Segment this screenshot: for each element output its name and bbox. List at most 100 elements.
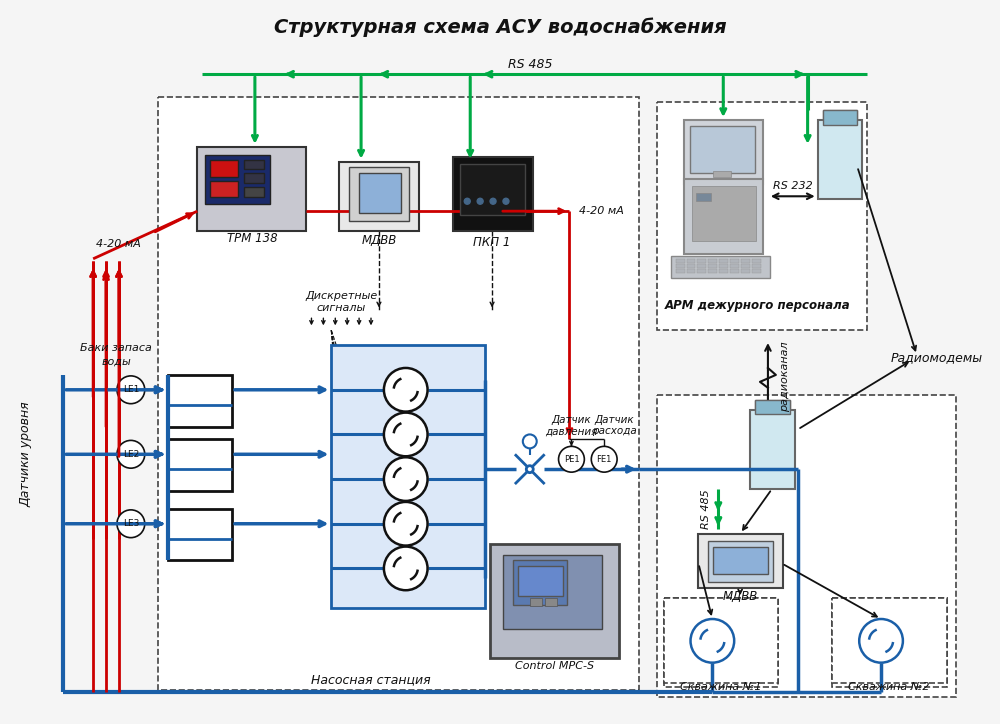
Bar [676,258,685,263]
Bar [719,258,728,263]
Bar [713,172,731,177]
Bar [752,258,761,263]
Bar [671,256,770,277]
Bar [676,269,685,273]
Bar [730,264,739,268]
Bar [244,159,264,169]
Bar [750,410,795,489]
Bar [453,156,533,231]
Circle shape [523,434,537,448]
Circle shape [591,447,617,472]
Text: Радиомодемы: Радиомодемы [891,352,983,364]
Bar [741,258,750,263]
Text: радиоканал: радиоканал [780,342,790,412]
Bar [741,269,750,273]
Text: расхода: расхода [592,426,636,437]
Bar [158,97,639,691]
Bar [657,395,956,697]
Bar [490,544,619,657]
Bar [752,264,761,268]
Bar [690,126,755,174]
Bar [708,269,717,273]
Bar [697,269,706,273]
Text: Датчики уровня: Датчики уровня [19,402,32,507]
Bar [818,120,862,199]
Circle shape [117,510,145,538]
Bar [708,258,717,263]
Bar [719,269,728,273]
Text: Control MPC-S: Control MPC-S [515,661,594,670]
Bar [460,164,525,215]
Circle shape [384,502,428,546]
Text: 4-20 мА: 4-20 мА [96,239,140,249]
Text: RS 232: RS 232 [773,181,813,191]
Circle shape [117,440,145,468]
Text: давления: давления [545,426,598,437]
Bar [168,439,232,491]
Bar [697,264,706,268]
Bar [664,598,778,688]
Bar [657,102,867,330]
Bar [684,120,763,185]
Text: Датчик: Датчик [552,415,591,424]
Bar [513,560,567,605]
Text: PE1: PE1 [564,455,579,464]
Text: Баки запаса: Баки запаса [80,343,152,353]
Bar [692,186,756,241]
Bar [503,555,602,629]
Circle shape [859,619,903,662]
Bar [197,147,306,231]
Bar [676,264,685,268]
Text: АРМ дежурного персонала: АРМ дежурного персонала [665,299,851,312]
Text: воды: воды [101,357,131,367]
Text: Насосная станция: Насосная станция [311,673,431,686]
Bar [518,566,563,596]
Bar [687,269,695,273]
Bar [168,509,232,560]
Circle shape [384,368,428,412]
Bar [349,167,409,221]
Circle shape [490,198,496,204]
Text: FE1: FE1 [597,455,612,464]
Bar [755,400,790,413]
Bar [684,180,763,254]
Bar [687,258,695,263]
Text: LE1: LE1 [123,385,139,395]
Text: ТРМ 138: ТРМ 138 [227,232,277,245]
Bar [730,258,739,263]
Text: RS 485: RS 485 [508,58,552,71]
Bar [832,598,947,688]
Circle shape [559,447,584,472]
Bar [696,193,711,201]
Circle shape [691,619,734,662]
Text: Дискретные: Дискретные [305,290,377,300]
Circle shape [477,198,483,204]
Bar [741,264,750,268]
Text: МДВВ: МДВВ [723,589,758,602]
Text: LE3: LE3 [123,519,139,529]
Text: Структурная схема АСУ водоснабжения: Структурная схема АСУ водоснабжения [274,18,726,38]
Circle shape [503,198,509,204]
Circle shape [384,413,428,456]
Bar [708,264,717,268]
Bar [244,188,264,197]
Text: LE2: LE2 [123,450,139,459]
Bar [719,264,728,268]
Bar [359,174,401,213]
Bar [687,264,695,268]
Text: RS 485: RS 485 [701,489,711,529]
Bar [210,159,238,177]
Circle shape [384,547,428,590]
Bar [244,174,264,183]
Bar [205,155,270,204]
Circle shape [464,198,470,204]
Bar [713,547,768,574]
Text: МДВВ: МДВВ [361,235,397,248]
Text: сигналы: сигналы [317,303,366,313]
Bar [752,269,761,273]
Circle shape [117,376,145,404]
Bar [697,258,706,263]
Text: Датчик: Датчик [594,415,634,424]
Bar [530,598,542,606]
Bar [210,182,238,197]
